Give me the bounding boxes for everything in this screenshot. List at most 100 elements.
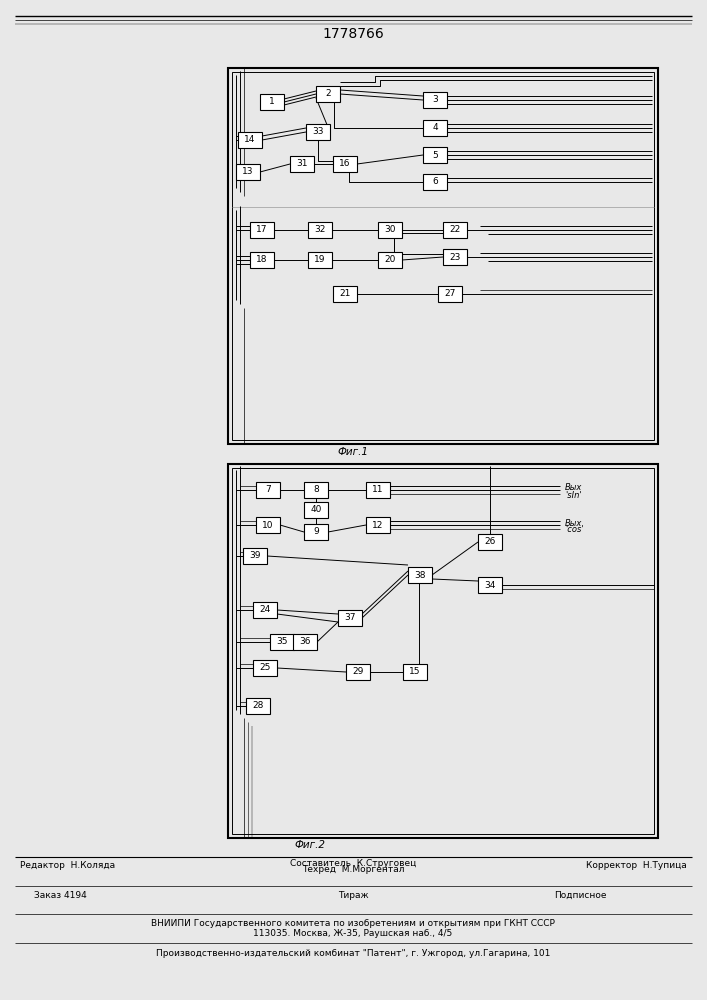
Bar: [308, 252, 332, 268]
Text: 3: 3: [432, 96, 438, 104]
Bar: [256, 517, 280, 533]
Bar: [423, 120, 447, 136]
Bar: [366, 482, 390, 498]
Text: Корректор  Н.Тупица: Корректор Н.Тупица: [586, 861, 687, 870]
Text: 11: 11: [373, 486, 384, 494]
Text: 9: 9: [313, 528, 319, 536]
Text: 1: 1: [269, 98, 275, 106]
Bar: [366, 517, 390, 533]
Bar: [306, 124, 330, 140]
Bar: [228, 464, 658, 838]
Bar: [228, 68, 658, 444]
Bar: [238, 132, 262, 148]
Text: 28: 28: [252, 702, 264, 710]
Bar: [478, 577, 502, 593]
Text: 'sIn': 'sIn': [565, 490, 582, 499]
Text: 36: 36: [299, 638, 311, 647]
Text: Фиг.1: Фиг.1: [337, 447, 368, 457]
Text: 5: 5: [432, 150, 438, 159]
Bar: [443, 222, 467, 238]
Bar: [316, 86, 340, 102]
Bar: [346, 664, 370, 680]
Text: 21: 21: [339, 290, 351, 298]
Text: 19: 19: [314, 255, 326, 264]
Text: 113035. Москва, Ж-35, Раушская наб., 4/5: 113035. Москва, Ж-35, Раушская наб., 4/5: [253, 928, 452, 938]
Text: 20: 20: [385, 255, 396, 264]
Text: Редактор  Н.Коляда: Редактор Н.Коляда: [20, 861, 115, 870]
Text: 29: 29: [352, 668, 363, 676]
Text: 13: 13: [243, 167, 254, 176]
Bar: [338, 610, 362, 626]
Text: 22: 22: [450, 226, 461, 234]
Text: 'cos': 'cos': [565, 526, 583, 534]
Text: 26: 26: [484, 538, 496, 546]
Text: Техред  М.Моргентал: Техред М.Моргентал: [302, 865, 404, 874]
Bar: [256, 482, 280, 498]
Text: Составитель  К.Струговец: Составитель К.Струговец: [290, 858, 416, 867]
Bar: [253, 602, 277, 618]
Text: 7: 7: [265, 486, 271, 494]
Text: 23: 23: [450, 252, 461, 261]
Text: 31: 31: [296, 159, 308, 168]
Text: 6: 6: [432, 178, 438, 186]
Text: Вых: Вых: [565, 518, 583, 528]
Bar: [236, 164, 260, 180]
Bar: [403, 664, 427, 680]
Text: 4: 4: [432, 123, 438, 132]
Text: 14: 14: [245, 135, 256, 144]
Text: 38: 38: [414, 570, 426, 580]
Text: 18: 18: [256, 255, 268, 264]
Bar: [304, 482, 328, 498]
Text: 1778766: 1778766: [322, 27, 384, 41]
Text: 40: 40: [310, 506, 322, 514]
Bar: [253, 660, 277, 676]
Text: 39: 39: [250, 552, 261, 560]
Text: 33: 33: [312, 127, 324, 136]
Text: 37: 37: [344, 613, 356, 622]
Bar: [270, 634, 294, 650]
Bar: [243, 548, 267, 564]
Text: 32: 32: [315, 226, 326, 234]
Bar: [250, 222, 274, 238]
Text: 10: 10: [262, 520, 274, 530]
Bar: [423, 174, 447, 190]
Bar: [423, 147, 447, 163]
Bar: [246, 698, 270, 714]
Text: 2: 2: [325, 90, 331, 99]
Text: 25: 25: [259, 664, 271, 672]
Text: Тираж: Тираж: [338, 890, 368, 900]
Bar: [304, 524, 328, 540]
Text: 17: 17: [256, 226, 268, 234]
Bar: [308, 222, 332, 238]
Bar: [250, 252, 274, 268]
Bar: [443, 249, 467, 265]
Bar: [333, 156, 357, 172]
Text: Вых: Вых: [565, 484, 583, 492]
Bar: [378, 222, 402, 238]
Text: 24: 24: [259, 605, 271, 614]
Bar: [304, 502, 328, 518]
Text: Фиг.2: Фиг.2: [295, 840, 325, 850]
Text: ВНИИПИ Государственного комитета по изобретениям и открытиям при ГКНТ СССР: ВНИИПИ Государственного комитета по изоб…: [151, 918, 555, 928]
Text: Производственно-издательский комбинат "Патент", г. Ужгород, ул.Гагарина, 101: Производственно-издательский комбинат "П…: [156, 950, 550, 958]
Bar: [378, 252, 402, 268]
Bar: [478, 534, 502, 550]
Text: 12: 12: [373, 520, 384, 530]
Bar: [293, 634, 317, 650]
Bar: [290, 156, 314, 172]
Bar: [423, 92, 447, 108]
Text: 35: 35: [276, 638, 288, 647]
Text: 34: 34: [484, 580, 496, 589]
Text: 27: 27: [444, 290, 456, 298]
Bar: [232, 72, 654, 440]
Bar: [408, 567, 432, 583]
Text: 15: 15: [409, 668, 421, 676]
Text: 30: 30: [384, 226, 396, 234]
Bar: [333, 286, 357, 302]
Bar: [260, 94, 284, 110]
Bar: [232, 468, 654, 834]
Text: Подписное: Подписное: [554, 890, 606, 900]
Bar: [438, 286, 462, 302]
Text: Заказ 4194: Заказ 4194: [34, 890, 86, 900]
Text: 16: 16: [339, 159, 351, 168]
